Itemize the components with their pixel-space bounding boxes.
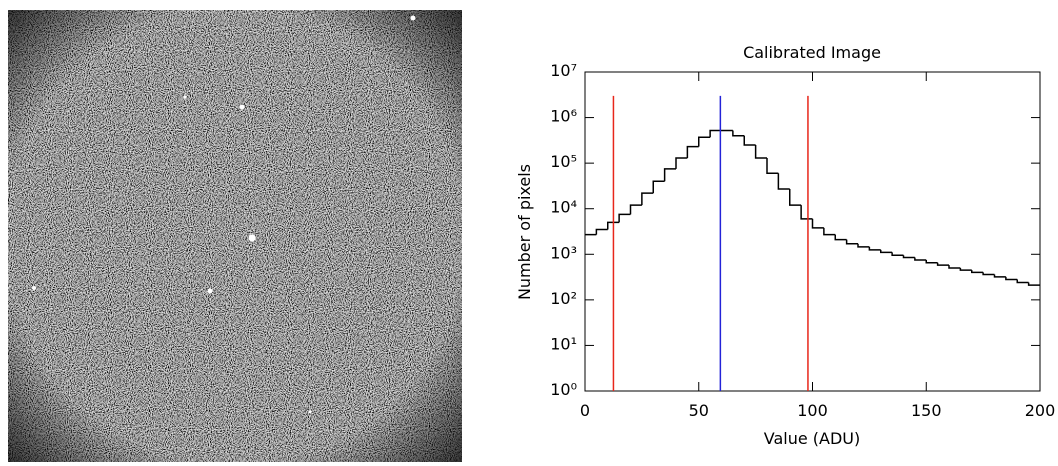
histogram-step	[1016, 279, 1029, 284]
histogram-step	[971, 270, 984, 274]
histogram-step	[880, 249, 893, 254]
histogram-step	[902, 255, 915, 259]
histogram-step	[1005, 276, 1018, 281]
histogram-step	[789, 189, 802, 206]
y-tick-label: 10⁵	[550, 152, 577, 171]
histogram-step	[993, 274, 1006, 278]
histogram-step	[982, 272, 995, 276]
histogram-step	[914, 257, 927, 261]
histogram-step	[857, 243, 870, 248]
y-tick-label: 10²	[550, 289, 577, 308]
y-tick-label: 10³	[550, 243, 577, 262]
histogram-step	[686, 145, 699, 158]
y-tick-label: 10⁶	[550, 107, 577, 126]
y-tick-label: 10¹	[550, 334, 577, 353]
x-tick-label: 100	[797, 401, 828, 420]
histogram-step	[595, 228, 608, 235]
histogram-step	[743, 135, 756, 146]
x-tick-label: 200	[1025, 401, 1056, 420]
histogram-step	[754, 145, 767, 159]
histogram-step	[607, 221, 620, 230]
x-tick-label: 50	[689, 401, 709, 420]
y-tick-label: 10⁷	[550, 61, 577, 80]
histogram-step	[868, 246, 881, 251]
histogram-step	[948, 265, 961, 269]
histogram-step	[618, 213, 631, 223]
histogram-step	[811, 218, 824, 229]
histogram-step	[823, 227, 836, 236]
y-tick-label: 10⁰	[550, 380, 577, 399]
x-tick-label: 0	[580, 401, 590, 420]
histogram-step	[732, 130, 745, 137]
histogram-step	[959, 268, 972, 271]
histogram-step	[834, 234, 847, 241]
histogram-step	[891, 252, 904, 257]
histogram-step	[663, 168, 676, 182]
histogram-step	[652, 180, 665, 194]
sky-image	[8, 10, 462, 462]
histogram-step	[629, 204, 642, 215]
histogram-step	[777, 173, 790, 190]
x-tick-label: 150	[911, 401, 942, 420]
histogram-step	[709, 129, 722, 138]
histogram-step	[698, 136, 711, 147]
histogram-step	[800, 205, 813, 220]
chart-title: Calibrated Image	[743, 43, 881, 62]
x-axis-label: Value (ADU)	[764, 429, 860, 448]
y-tick-label: 10⁴	[550, 198, 577, 217]
histogram-step	[936, 262, 949, 266]
histogram-step	[641, 192, 654, 206]
y-axis-label: Number of pixels	[515, 164, 534, 300]
histogram-step	[675, 157, 688, 169]
plot-frame	[584, 71, 1041, 392]
histogram-step	[925, 259, 938, 264]
histogram-step	[1027, 282, 1040, 286]
histogram-step	[766, 157, 779, 175]
histogram-step	[845, 239, 858, 245]
